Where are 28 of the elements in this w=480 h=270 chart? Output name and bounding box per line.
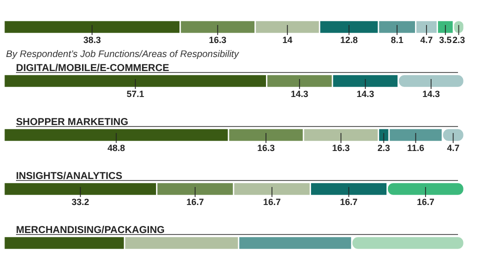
data-label: 16.7: [416, 196, 434, 207]
y-tick-label: MERCHANDISING/PACKAGING: [16, 225, 165, 236]
data-label: 14: [282, 34, 292, 45]
data-label: 4.7: [420, 34, 433, 45]
data-label: 48.8: [107, 142, 126, 153]
data-label: 57.1: [126, 88, 144, 99]
data-label: 16.3: [332, 142, 350, 153]
data-label: 14.3: [290, 88, 308, 99]
data-label: 14.3: [422, 88, 440, 99]
text: By Respondent’s Job Functions/Areas of Responsibility: [6, 49, 240, 60]
data-label: 2.3: [377, 142, 390, 153]
data-label: 3.5: [439, 34, 452, 45]
data-label: 14.3: [356, 88, 374, 99]
data-label: 38.3: [83, 34, 101, 45]
data-label: 11.6: [407, 142, 424, 153]
data-label: 12.8: [340, 34, 358, 45]
data-label: 33.2: [72, 196, 90, 207]
data-label: 16.7: [263, 196, 281, 207]
data-label: 8.1: [390, 34, 404, 45]
data-label: 16.3: [257, 142, 275, 153]
y-tick-label: SHOPPER MARKETING: [16, 117, 128, 128]
data-label: 2.3: [452, 34, 465, 45]
y-tick-label: INSIGHTS/ANALYTICS: [16, 171, 123, 182]
y-tick-label: DIGITAL/MOBILE/E-COMMERCE: [16, 63, 170, 74]
data-label: 16.7: [186, 196, 204, 207]
data-label: 16.3: [208, 34, 226, 45]
data-label: 4.7: [446, 142, 460, 153]
data-label: 16.7: [340, 196, 358, 207]
